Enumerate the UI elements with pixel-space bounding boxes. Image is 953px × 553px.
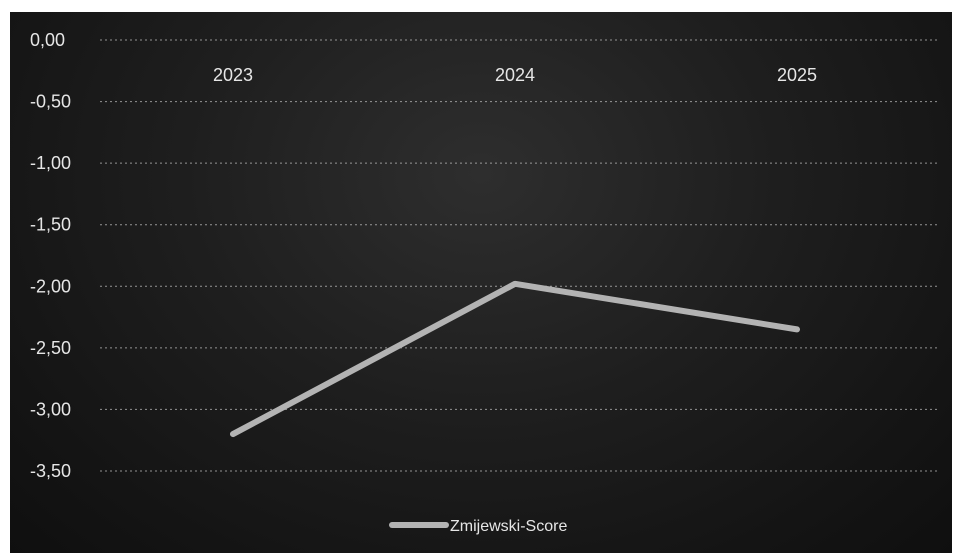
y-tick-label: -1,50 bbox=[30, 215, 71, 235]
x-tick-label: 2023 bbox=[213, 65, 253, 85]
series-line-zmijewski-score bbox=[230, 280, 800, 438]
y-tick-label: -1,00 bbox=[30, 153, 71, 173]
y-tick-label: -2,00 bbox=[30, 276, 71, 296]
y-tick-label: -2,50 bbox=[30, 338, 71, 358]
x-tick-label: 2024 bbox=[495, 65, 535, 85]
gridlines bbox=[100, 39, 938, 472]
y-tick-label: -3,50 bbox=[30, 461, 71, 481]
x-tick-label: 2025 bbox=[777, 65, 817, 85]
y-tick-label: -3,00 bbox=[30, 399, 71, 419]
y-tick-label: 0,00 bbox=[30, 30, 65, 50]
x-axis-ticks: 2023 2024 2025 bbox=[213, 65, 817, 85]
series-layer bbox=[230, 280, 800, 438]
chart-background bbox=[10, 12, 952, 553]
legend: Zmijewski-Score bbox=[389, 518, 567, 535]
y-axis-ticks: 0,00 -0,50 -1,00 -1,50 -2,00 -2,50 -3,00 -3,50 bbox=[30, 30, 71, 481]
legend-label-zmijewski-score: Zmijewski-Score bbox=[450, 518, 567, 535]
y-tick-label: -0,50 bbox=[30, 92, 71, 112]
